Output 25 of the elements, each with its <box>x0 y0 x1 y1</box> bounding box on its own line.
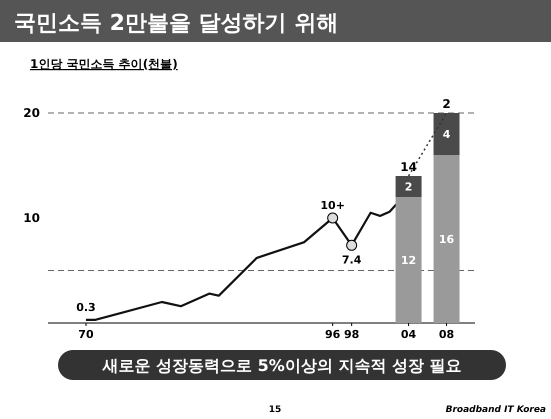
x-tick-label: 70 <box>78 328 94 341</box>
data-label: 2 <box>404 180 412 194</box>
data-label: 12 <box>400 254 416 267</box>
chart-title: 국민소득 2만불을 달성하기 위해 <box>14 11 338 36</box>
chart-subtitle: 1인당 국민소득 추이(천불) <box>30 57 178 71</box>
bar <box>434 155 460 323</box>
x-tick-label: 08 <box>438 328 454 341</box>
x-tick-label: 96 <box>325 328 341 341</box>
data-label: 16 <box>438 233 455 246</box>
annotation: 2 <box>442 97 451 111</box>
x-tick-label: 98 <box>344 328 360 341</box>
bar <box>396 176 422 197</box>
y-tick-label: 10 <box>23 211 40 225</box>
data-label: 4 <box>442 128 451 141</box>
text: 새로운 성장동력으로 5%이상의 지속적 성장 필요 <box>101 356 462 375</box>
x-tick-label: 04 <box>400 328 417 341</box>
data-label: 10+ <box>320 199 345 212</box>
bar <box>396 197 422 323</box>
bar <box>434 113 460 155</box>
y-tick-label: 20 <box>23 106 40 120</box>
data-label: 0.3 <box>76 300 96 314</box>
annotation: 14 <box>400 160 417 174</box>
text: Broadband IT Korea <box>446 405 546 415</box>
text: 15 <box>268 405 282 415</box>
data-label: 7.4 <box>342 253 362 266</box>
